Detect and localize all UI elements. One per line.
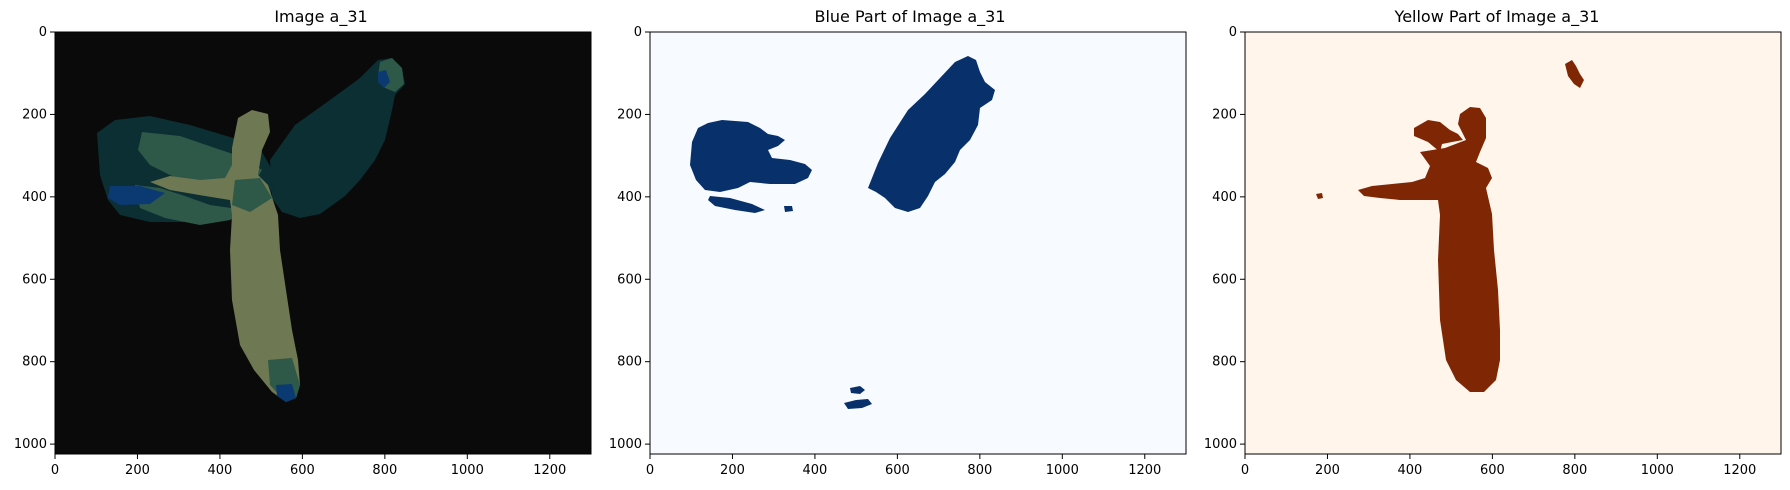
x-tick-label: 0 xyxy=(51,463,59,478)
yellow-mask-main xyxy=(1358,107,1500,392)
y-tick-label: 1000 xyxy=(14,437,47,452)
image-blue-bottom xyxy=(276,384,296,402)
y-tick-label: 800 xyxy=(1212,355,1237,370)
yellow-mask-speck xyxy=(1316,193,1323,199)
yellow-axes-frame xyxy=(1244,31,1782,455)
y-tick-label: 600 xyxy=(22,272,47,287)
y-tick-label: 0 xyxy=(1229,25,1237,40)
x-tick-label: 400 xyxy=(1398,463,1423,478)
y-tick-label: 1000 xyxy=(1204,437,1237,452)
yellow-background xyxy=(1245,32,1781,454)
y-tick-label: 400 xyxy=(1212,190,1237,205)
image-stem-shade xyxy=(232,178,272,212)
image-axes xyxy=(54,31,592,455)
y-tick-label: 400 xyxy=(617,190,642,205)
x-tick-label: 600 xyxy=(885,463,910,478)
x-tick-label: 200 xyxy=(1315,463,1340,478)
blue-axes-frame xyxy=(649,31,1187,455)
panel-title-blue: Blue Part of Image a_31 xyxy=(814,7,1006,26)
y-tick-label: 800 xyxy=(617,355,642,370)
x-tick-label: 1200 xyxy=(1128,463,1161,478)
x-tick-label: 0 xyxy=(646,463,654,478)
x-tick-label: 1200 xyxy=(1723,463,1756,478)
panel-title-image: Image a_31 xyxy=(274,7,368,26)
y-tick-label: 200 xyxy=(617,107,642,122)
image-green-left-lower xyxy=(135,185,245,225)
x-tick-label: 200 xyxy=(720,463,745,478)
x-tick-label: 600 xyxy=(1480,463,1505,478)
x-tick-label: 400 xyxy=(208,463,233,478)
image-axes-frame xyxy=(54,31,592,455)
image-background xyxy=(55,32,591,454)
y-tick-label: 0 xyxy=(634,25,642,40)
y-tick-label: 600 xyxy=(1212,272,1237,287)
image-blue-left xyxy=(108,186,165,205)
blue-mask-bottom-2 xyxy=(844,399,872,409)
blue-mask-left-tail xyxy=(708,196,765,213)
yellow-mask-cap xyxy=(1565,60,1584,88)
x-tick-label: 800 xyxy=(1562,463,1587,478)
x-tick-label: 1000 xyxy=(451,463,484,478)
blue-mask-left xyxy=(690,120,812,192)
yellow-axes xyxy=(1244,31,1782,455)
x-tick-label: 600 xyxy=(290,463,315,478)
y-tick-label: 200 xyxy=(1212,107,1237,122)
blue-mask-right xyxy=(868,56,995,212)
x-tick-label: 800 xyxy=(967,463,992,478)
y-tick-label: 600 xyxy=(617,272,642,287)
y-tick-label: 800 xyxy=(22,355,47,370)
y-tick-label: 0 xyxy=(39,25,47,40)
x-tick-label: 0 xyxy=(1241,463,1249,478)
blue-mask-left-dot xyxy=(784,206,793,212)
blue-axes xyxy=(649,31,1187,455)
x-tick-label: 400 xyxy=(803,463,828,478)
y-tick-label: 200 xyxy=(22,107,47,122)
x-tick-label: 1000 xyxy=(1641,463,1674,478)
image-blue-top xyxy=(378,70,390,88)
axis-ticks: 0 200 400 600 800 1000 1200 0 200 400 600 800 1000 0 2… xyxy=(14,25,1756,478)
blue-mask-bottom-1 xyxy=(850,386,865,394)
x-tick-label: 1200 xyxy=(533,463,566,478)
x-tick-label: 1000 xyxy=(1046,463,1079,478)
panel-title-yellow: Yellow Part of Image a_31 xyxy=(1394,7,1600,26)
x-tick-label: 200 xyxy=(125,463,150,478)
x-tick-label: 800 xyxy=(372,463,397,478)
image-leaf-right xyxy=(270,58,405,218)
y-tick-label: 400 xyxy=(22,190,47,205)
y-tick-label: 1000 xyxy=(609,437,642,452)
blue-background xyxy=(650,32,1186,454)
